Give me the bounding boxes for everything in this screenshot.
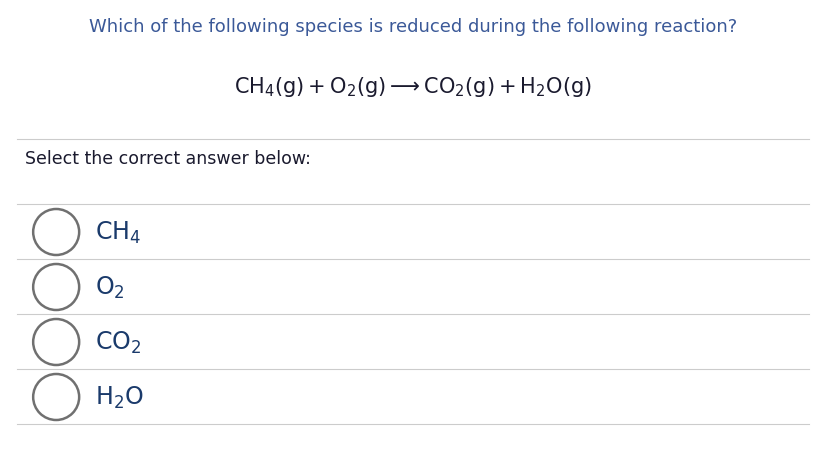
Text: $\mathrm{CH_4(g) + O_2(g) \longrightarrow CO_2(g) + H_2O(g)}$: $\mathrm{CH_4(g) + O_2(g) \longrightarro… — [234, 75, 592, 99]
Text: Select the correct answer below:: Select the correct answer below: — [25, 150, 311, 167]
Text: O$_2$: O$_2$ — [95, 274, 125, 300]
Text: H$_2$O: H$_2$O — [95, 384, 144, 410]
Text: Which of the following species is reduced during the following reaction?: Which of the following species is reduce… — [89, 18, 737, 36]
Text: CH$_4$: CH$_4$ — [95, 219, 141, 246]
Text: CO$_2$: CO$_2$ — [95, 329, 141, 355]
